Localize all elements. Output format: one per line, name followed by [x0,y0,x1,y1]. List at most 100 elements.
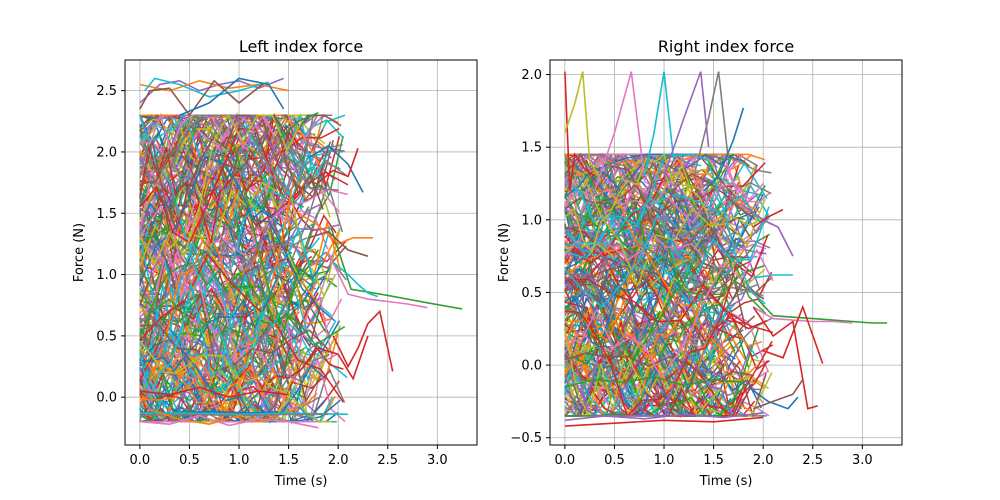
series-line [663,71,710,177]
trace-line [139,168,333,374]
trace-line [564,286,716,414]
trace-line [139,335,279,381]
series-line [643,71,675,177]
trace-line [139,136,285,189]
series-line [752,306,818,410]
y-tick-label: 0.0 [521,359,542,374]
x-tick-label: 3.0 [427,453,448,468]
y-tick-label: −0.5 [510,431,542,446]
series-line [564,71,596,191]
trace-line [564,153,710,254]
trace-line [139,292,346,347]
y-tick-label: 2.5 [96,84,117,99]
trace-line [139,112,324,410]
trace-line [139,324,329,373]
trace-line [564,207,728,306]
y-tick-label: 0.5 [96,329,117,344]
trace-line [139,152,325,323]
trace-line [564,329,722,419]
left-index-force-ylabel: Force (N) [72,223,87,282]
series-line [564,375,744,388]
trace-line [564,208,759,293]
x-tick-label: 0.5 [604,453,625,468]
x-tick-label: 0.0 [555,453,576,468]
trace-line [564,153,766,305]
series-line [757,299,888,324]
x-tick-label: 0.0 [130,453,151,468]
left-index-force-title: Left index force [239,37,363,56]
axes-frame [124,59,478,446]
trace-line [139,235,343,343]
series-line [139,386,289,399]
trace-line [139,113,303,267]
trace-line [139,127,307,244]
trace-line [564,358,732,418]
trace-line [564,153,762,349]
trace-line [564,152,756,220]
series-line [149,408,269,426]
series-line [278,111,319,141]
trace-line [564,231,771,270]
trace-line [139,156,335,322]
x-tick-label: 2.5 [802,453,823,468]
trace-line [564,382,748,417]
series-line [564,71,601,177]
trace-line [564,169,718,344]
series-line [564,416,764,427]
series-line [753,274,793,279]
x-tick-label: 2.5 [377,453,398,468]
trace-line [564,194,764,247]
y-tick-label: 0.5 [521,286,542,301]
right-index-force-ylabel: Force (N) [497,223,512,282]
series-line [139,79,265,117]
trace-line [564,352,733,417]
trace-line [564,189,706,322]
series-line [179,77,285,116]
series-line [144,77,270,98]
y-tick-label: 1.0 [96,268,117,283]
trace-line [564,219,749,293]
y-tick-label: 2.0 [96,145,117,160]
series-line [317,148,359,184]
trace-line [564,230,758,277]
trace-line [139,381,299,423]
x-tick-label: 1.5 [703,453,724,468]
series-line [139,79,289,92]
trace-line [139,113,334,172]
x-tick-label: 2.0 [328,453,349,468]
trace-line [564,298,702,360]
series-line [742,204,794,257]
series-line [308,230,369,257]
series-line [332,261,379,298]
trace-line [564,206,770,308]
x-tick-label: 1.0 [654,453,675,468]
trace-line [564,248,774,379]
x-tick-label: 1.0 [229,453,250,468]
trace-line [139,114,343,193]
trace-line [139,284,284,402]
trace-line [564,280,707,391]
x-tick-label: 1.5 [278,453,299,468]
trace-line [139,226,308,323]
trace-line [139,346,344,419]
trace-line [564,263,748,375]
trace-line [139,363,318,424]
x-tick-label: 0.5 [179,453,200,468]
trace-line [139,340,332,423]
x-tick-label: 2.0 [753,453,774,468]
series-line [762,304,824,364]
trace-line [564,352,755,384]
trace-line [564,153,737,229]
left-index-force-traces [139,77,463,429]
trace-line [139,112,275,152]
series-line [332,309,394,372]
trace-line [564,182,765,224]
series-line [693,71,730,177]
y-tick-label: 2.0 [521,68,542,83]
series-line [593,71,645,192]
series-line [747,386,799,410]
right-index-force-xlabel: Time (s) [699,474,753,489]
y-tick-label: 1.5 [521,141,542,156]
y-tick-label: 1.5 [96,207,117,222]
